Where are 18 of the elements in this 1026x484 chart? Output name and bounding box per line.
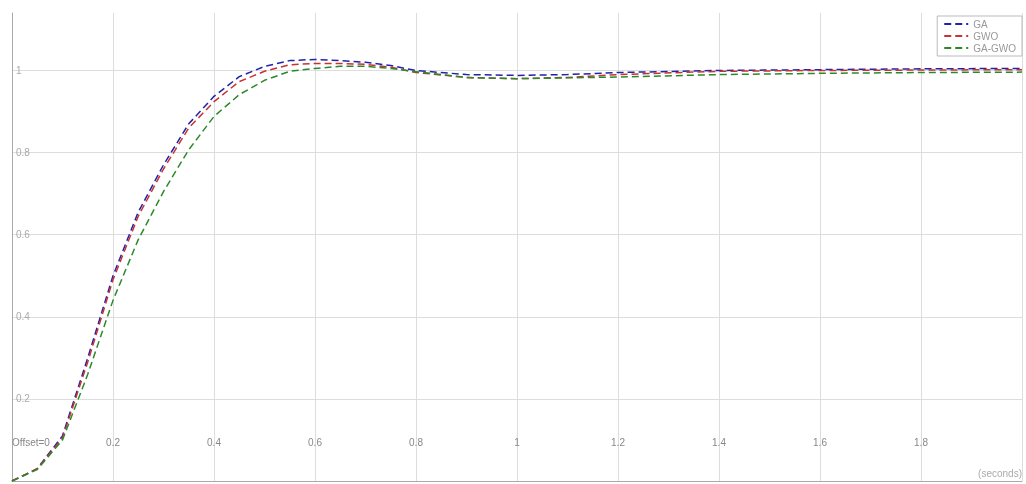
legend-label: GWO [973, 30, 999, 42]
legend-label: GA-GWO [973, 42, 1017, 54]
x-tick-label: 1.6 [813, 436, 828, 448]
x-axis-title: (seconds) [978, 467, 1022, 479]
y-tick-label: 0.8 [16, 147, 31, 159]
y-tick-label: 1 [16, 64, 22, 76]
x-tick-label: 1.4 [712, 436, 727, 448]
x-tick-label: 0.2 [106, 436, 121, 448]
y-tick-label: 0.4 [16, 311, 31, 323]
x-tick-label: 1.2 [611, 436, 626, 448]
y-tick-label: 0.2 [16, 393, 31, 405]
legend-label: GA [973, 18, 988, 30]
x-tick-label: 0.8 [409, 436, 424, 448]
x-tick-label: 1.8 [914, 436, 929, 448]
x-tick-label: 0.6 [308, 436, 323, 448]
x-tick-label: 1 [514, 436, 521, 448]
y-tick-label: 0.6 [16, 229, 31, 241]
x-tick-label: 0.4 [207, 436, 222, 448]
